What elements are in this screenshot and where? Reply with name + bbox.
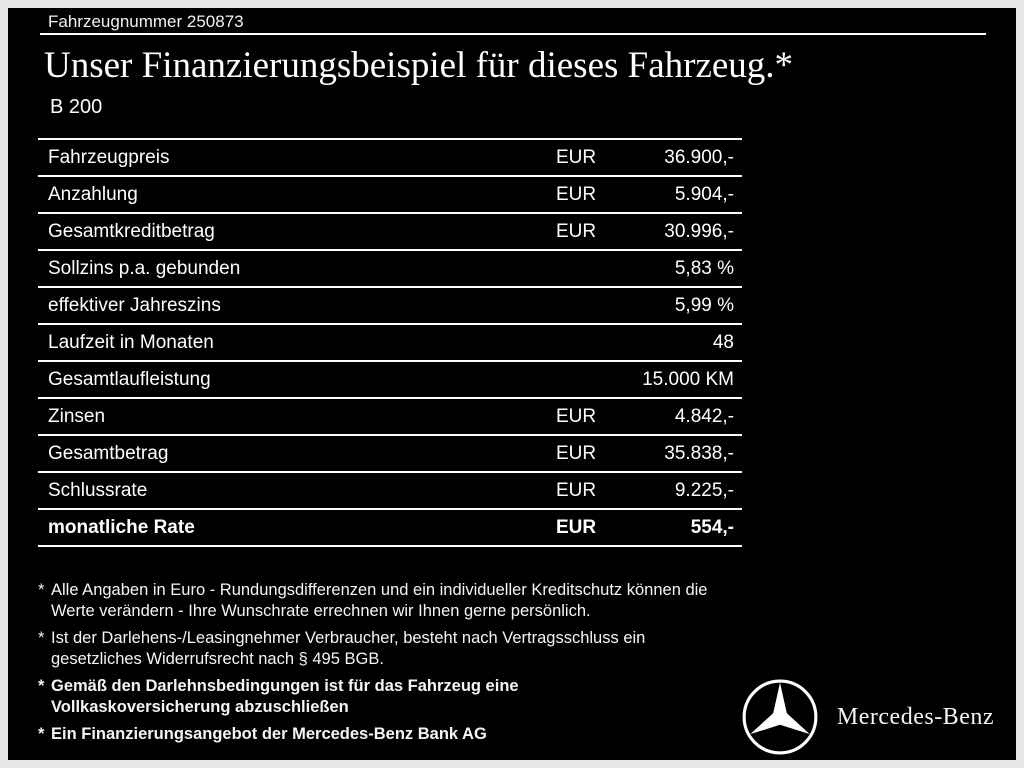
page-title: Unser Finanzierungsbeispiel für dieses F… [44, 45, 794, 86]
row-label: Gesamtbetrag [48, 442, 169, 464]
footnotes: * Alle Angaben in Euro - Rundungsdiffere… [38, 580, 758, 751]
row-label: Anzahlung [48, 183, 138, 205]
table-row: Anzahlung EUR 5.904,- [38, 177, 742, 214]
table-row: Gesamtlaufleistung 15.000 KM [38, 362, 742, 399]
row-value: 30.996,- [664, 220, 734, 242]
table-row: Laufzeit in Monaten 48 [38, 325, 742, 362]
brand-name: Mercedes-Benz [836, 703, 994, 730]
footnote-marker: * [38, 581, 45, 599]
row-value: 5,99 % [674, 294, 734, 316]
footnote-line: gesetzliches Widerrufsrecht nach § 495 B… [51, 650, 384, 668]
row-value: 5,83 % [674, 257, 734, 279]
row-value: 48 [712, 331, 734, 353]
row-label: Sollzins p.a. gebunden [48, 257, 241, 279]
row-value: 4.842,- [674, 405, 734, 427]
row-value: 15.000 KM [642, 368, 734, 390]
footnote: * Gemäß den Darlehnsbedingungen ist für … [38, 676, 758, 718]
footnote-text: Alle Angaben in Euro - Rundungsdifferenz… [51, 580, 707, 622]
footnote-text: Gemäß den Darlehnsbedingungen ist für da… [51, 676, 519, 718]
row-currency: EUR [556, 146, 597, 168]
row-value: 554,- [690, 516, 734, 538]
row-label: Laufzeit in Monaten [48, 331, 214, 353]
row-label: monatliche Rate [48, 516, 195, 538]
table-row: Sollzins p.a. gebunden 5,83 % [38, 251, 742, 288]
table-row: Gesamtkreditbetrag EUR 30.996,- [38, 214, 742, 251]
row-currency: EUR [556, 183, 597, 205]
footnote-text: Ein Finanzierungsangebot der Mercedes-Be… [51, 724, 487, 745]
footnote-line: Ein Finanzierungsangebot der Mercedes-Be… [51, 725, 487, 743]
row-currency: EUR [556, 442, 597, 464]
footnote: * Ist der Darlehens-/Leasingnehmer Verbr… [38, 628, 758, 670]
row-label: Schlussrate [48, 479, 148, 501]
row-currency: EUR [556, 516, 597, 538]
footnote-marker: * [38, 725, 45, 743]
row-label: Gesamtlaufleistung [48, 368, 211, 390]
mercedes-star-icon [741, 678, 819, 756]
row-value: 5.904,- [674, 183, 734, 205]
footnote-line: Gemäß den Darlehnsbedingungen ist für da… [51, 677, 519, 695]
row-label: Zinsen [48, 405, 106, 427]
model-name: B 200 [50, 96, 103, 118]
row-value: 35.838,- [664, 442, 734, 464]
row-label: Gesamtkreditbetrag [48, 220, 215, 242]
footnote: * Ein Finanzierungsangebot der Mercedes-… [38, 724, 758, 745]
footnote: * Alle Angaben in Euro - Rundungsdiffere… [38, 580, 758, 622]
footnote-marker: * [38, 677, 45, 695]
table-row: Fahrzeugpreis EUR 36.900,- [38, 140, 742, 177]
table-row: Schlussrate EUR 9.225,- [38, 473, 742, 510]
header-divider [40, 33, 986, 35]
table-row: Gesamtbetrag EUR 35.838,- [38, 436, 742, 473]
row-currency: EUR [556, 405, 597, 427]
finance-slide: Fahrzeugnummer 250873 Unser Finanzierung… [8, 8, 1016, 760]
table-row: Zinsen EUR 4.842,- [38, 399, 742, 436]
vehicle-number: Fahrzeugnummer 250873 [48, 12, 244, 31]
row-currency: EUR [556, 220, 597, 242]
table-row-monthly-rate: monatliche Rate EUR 554,- [38, 510, 742, 547]
brand-block: Mercedes-Benz [741, 678, 994, 756]
row-value: 9.225,- [674, 479, 734, 501]
footnote-line: Alle Angaben in Euro - Rundungsdifferenz… [51, 581, 708, 599]
row-label: Fahrzeugpreis [48, 146, 170, 168]
footnote-line: Ist der Darlehens-/Leasingnehmer Verbrau… [51, 629, 646, 647]
row-label: effektiver Jahreszins [48, 294, 221, 316]
footnote-line: Werte verändern - Ihre Wunschrate errech… [51, 602, 591, 620]
footnote-line: Vollkaskoversicherung abzuschließen [51, 698, 349, 716]
finance-table: Fahrzeugpreis EUR 36.900,- Anzahlung EUR… [38, 138, 742, 547]
footnote-marker: * [38, 629, 45, 647]
row-value: 36.900,- [664, 146, 734, 168]
footnote-text: Ist der Darlehens-/Leasingnehmer Verbrau… [51, 628, 645, 670]
table-row: effektiver Jahreszins 5,99 % [38, 288, 742, 325]
row-currency: EUR [556, 479, 597, 501]
